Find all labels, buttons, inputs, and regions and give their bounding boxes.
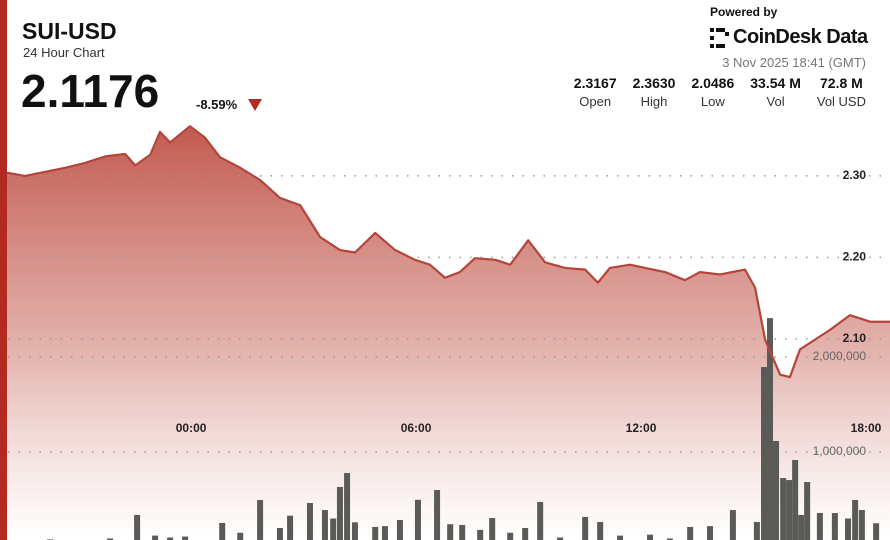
price: 2.1176 [21, 65, 160, 117]
volume-bar [321, 510, 328, 540]
volume-bar [729, 510, 736, 540]
brand-logo [710, 28, 729, 48]
volume-bar [276, 528, 283, 540]
stat-label: Open [579, 94, 612, 109]
volume-bar [858, 510, 865, 540]
volume-bar [767, 318, 774, 540]
volume-bar [330, 518, 337, 540]
volume-bar [522, 528, 529, 540]
volume-bar [647, 534, 654, 540]
stat: 2.3167 Open [574, 75, 617, 109]
volume-bar [557, 537, 564, 540]
y-tick-label: 2.10 [843, 331, 867, 345]
volume-bar [792, 460, 799, 540]
volume-bar [287, 515, 294, 540]
stat-value: 2.3630 [632, 75, 676, 91]
volume-bar [257, 499, 264, 540]
stat-value: 33.54 M [750, 75, 801, 91]
stat-label: Low [700, 94, 725, 109]
y-tick-label: 2,000,000 [813, 349, 867, 363]
volume-bar [873, 523, 880, 540]
x-tick-label: 12:00 [626, 421, 657, 435]
stat: 2.0486 Low [691, 75, 734, 109]
volume-bar [798, 514, 805, 540]
volume-bar [804, 482, 811, 540]
x-tick-label: 00:00 [176, 421, 207, 435]
timestamp: 3 Nov 2025 18:41 (GMT) [722, 55, 866, 70]
volume-bar [617, 535, 624, 540]
stat: 33.54 M Vol [750, 75, 801, 109]
volume-bar [831, 513, 838, 540]
symbol: SUI-USD [22, 18, 117, 44]
volume-bar [597, 522, 604, 540]
volume-bar [845, 518, 852, 540]
volume-bar [753, 522, 760, 540]
volume-bar [707, 526, 714, 540]
change: -8.59% [196, 97, 238, 112]
stats: 2.3167 Open 2.3630 High 2.0486 Low 33.54 M Vol 7… [574, 75, 866, 109]
y-tick-label: 1,000,000 [813, 444, 867, 458]
x-tick-label: 18:00 [851, 421, 882, 435]
volume-bar [773, 441, 780, 540]
y-tick-label: 2.30 [843, 168, 867, 182]
stat-value: 2.0486 [691, 75, 735, 91]
powered-by: Powered by [710, 5, 778, 19]
volume-bar [381, 526, 388, 540]
volume-bar [336, 486, 343, 540]
price-line [6, 125, 890, 379]
left-accent [0, 0, 7, 540]
brand: CoinDesk Data [733, 26, 868, 48]
volume-bar [852, 499, 859, 540]
y-tick-label: 2.20 [843, 250, 867, 264]
volume-bar [237, 532, 244, 540]
stat: 2.3630 High [633, 75, 676, 109]
volume-bar [537, 501, 544, 540]
volume-bar [489, 518, 496, 540]
volume-bar [351, 522, 358, 540]
volume-bar [107, 538, 114, 540]
volume-bar [507, 532, 514, 540]
volume-bar [152, 535, 159, 540]
volume-bar [582, 516, 589, 540]
subtitle: 24 Hour Chart [23, 45, 105, 60]
stat-label: Vol [766, 94, 785, 109]
price-area [7, 126, 890, 540]
stat-value: 72.8 M [820, 75, 863, 91]
volume-bar [434, 490, 441, 540]
volume-bar [396, 520, 403, 540]
stat-value: 2.3167 [573, 75, 617, 91]
volume-bar [167, 537, 174, 540]
volume-bar [666, 538, 673, 540]
volume-bar [477, 529, 484, 540]
volume-bar [219, 522, 226, 540]
volume-bar [687, 526, 694, 540]
volume-bar [182, 536, 189, 540]
stat-label: High [640, 94, 668, 109]
volume-bar [306, 503, 313, 540]
volume-bar [761, 367, 768, 540]
volume-bar [414, 499, 421, 540]
volume-bar [134, 514, 141, 540]
volume-bar [816, 513, 823, 540]
volume-bar [447, 524, 454, 540]
stat: 72.8 M Vol USD [817, 75, 866, 109]
volume-bar [786, 480, 793, 540]
volume-bar [780, 478, 787, 540]
x-tick-label: 06:00 [401, 421, 432, 435]
stat-label: Vol USD [816, 94, 866, 109]
volume-bar [372, 526, 379, 540]
volume-bar [459, 524, 466, 540]
down-arrow [248, 99, 262, 111]
volume-bar [344, 473, 351, 540]
